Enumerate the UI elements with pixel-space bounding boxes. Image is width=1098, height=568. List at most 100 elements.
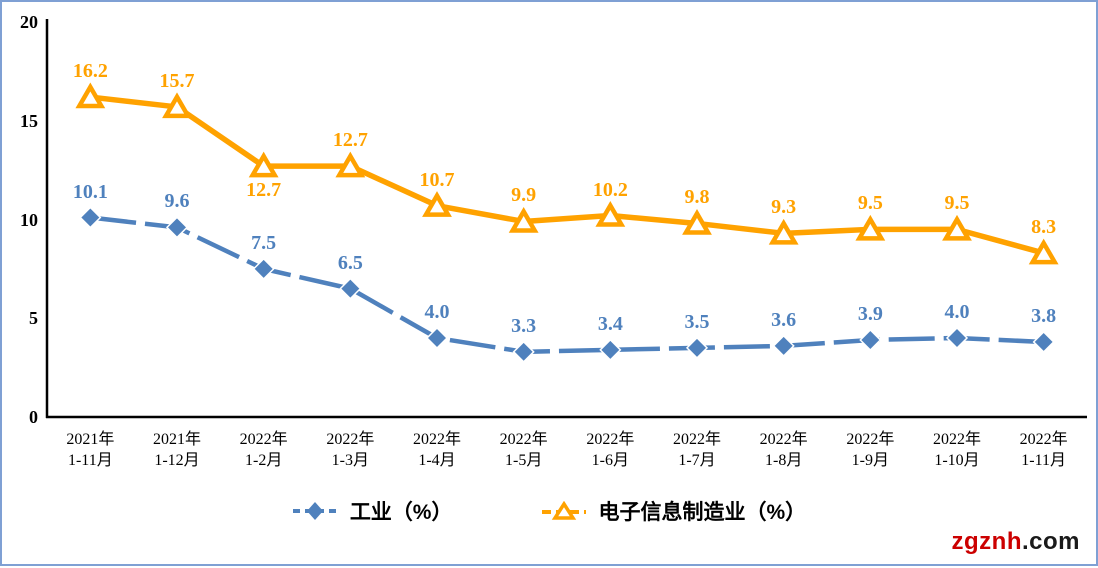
y-tick-label: 20 bbox=[20, 12, 38, 32]
x-axis-label-line: 1-4月 bbox=[418, 452, 456, 469]
legend: 工业（%） 电子信息制造业（%） bbox=[2, 496, 1096, 526]
x-axis-label-line: 2022年 bbox=[932, 431, 981, 448]
x-axis-label-line: 2022年 bbox=[412, 431, 461, 448]
x-axis-label-line: 2021年 bbox=[66, 431, 115, 448]
watermark-secondary: .com bbox=[1021, 528, 1080, 555]
data-point-marker-diamond bbox=[425, 326, 449, 350]
x-axis-label: 2022年 1-10月 bbox=[911, 429, 1003, 471]
x-axis-label-line: 1-11月 bbox=[1021, 452, 1067, 469]
data-label: 9.9 bbox=[511, 184, 537, 207]
data-label: 15.7 bbox=[159, 69, 195, 92]
x-axis-label: 2022年 1-7月 bbox=[651, 429, 743, 471]
x-axis-label-line: 2022年 bbox=[326, 431, 375, 448]
x-axis-label-line: 2022年 bbox=[846, 431, 895, 448]
data-label: 8.3 bbox=[1031, 216, 1057, 239]
x-axis-label-line: 1-8月 bbox=[764, 452, 803, 469]
data-point-marker-diamond bbox=[945, 326, 969, 350]
x-axis-label-line: 1-9月 bbox=[851, 452, 889, 469]
data-label: 4.0 bbox=[944, 301, 970, 323]
data-point-marker-diamond bbox=[599, 338, 622, 361]
data-label: 10.2 bbox=[592, 178, 628, 201]
data-label: 12.7 bbox=[332, 129, 368, 152]
x-axis-label-line: 1-12月 bbox=[154, 452, 200, 469]
y-tick-label: 5 bbox=[29, 308, 38, 329]
x-axis-label: 2021年 1-11月 bbox=[44, 429, 136, 471]
y-tick-label: 10 bbox=[20, 209, 38, 230]
x-axis-label: 2022年 1-6月 bbox=[564, 429, 656, 471]
legend-label-industry: 工业（%） bbox=[349, 501, 453, 524]
data-point-marker-diamond bbox=[252, 257, 275, 280]
data-point-marker-triangle bbox=[768, 218, 799, 245]
data-label: 6.5 bbox=[337, 251, 363, 274]
y-tick-label: 15 bbox=[20, 110, 38, 131]
x-axis-label: 2022年 1-11月 bbox=[998, 429, 1090, 471]
x-axis-label: 2022年 1-4月 bbox=[391, 429, 483, 471]
x-axis-label-line: 1-11月 bbox=[67, 452, 113, 469]
data-point-marker-diamond bbox=[1032, 330, 1055, 354]
data-label: 10.7 bbox=[419, 168, 455, 191]
industry-diamond-line-icon bbox=[292, 502, 337, 520]
data-label: 10.1 bbox=[72, 180, 108, 203]
x-axis-label-line: 1-5月 bbox=[504, 452, 543, 469]
data-point-marker-triangle bbox=[508, 206, 539, 233]
x-axis-label-line: 1-6月 bbox=[591, 452, 629, 469]
data-point-marker-triangle bbox=[855, 214, 886, 241]
data-point-marker-triangle bbox=[248, 151, 279, 178]
watermark: zgznh.com bbox=[952, 528, 1081, 556]
x-axis-label: 2022年 1-2月 bbox=[218, 429, 310, 471]
data-label: 3.6 bbox=[771, 308, 797, 331]
data-point-marker-triangle bbox=[595, 201, 626, 227]
data-point-marker-diamond bbox=[772, 334, 795, 357]
x-axis-label-line: 2022年 bbox=[759, 431, 808, 448]
x-axis-label-line: 2022年 bbox=[239, 431, 288, 448]
series-line-0 bbox=[90, 215, 1044, 355]
electronics-triangle-line-icon bbox=[541, 501, 586, 520]
data-point-marker-triangle bbox=[162, 92, 192, 119]
watermark-primary: zgznh bbox=[951, 528, 1022, 555]
data-point-marker-diamond bbox=[339, 277, 362, 300]
data-point-marker-triangle bbox=[942, 214, 972, 241]
x-axis-label: 2021年 1-12月 bbox=[131, 429, 223, 471]
x-axis-label-line: 2021年 bbox=[152, 431, 201, 448]
x-axis-label: 2022年 1-5月 bbox=[478, 429, 570, 471]
data-label: 9.6 bbox=[164, 190, 190, 213]
data-label: 16.2 bbox=[72, 60, 108, 83]
data-point-marker-diamond bbox=[512, 340, 535, 363]
legend-label-electronics: 电子信息制造业（%） bbox=[598, 501, 807, 524]
data-label: 3.4 bbox=[597, 312, 623, 335]
data-point-marker-diamond bbox=[685, 336, 709, 359]
data-label: 9.3 bbox=[771, 196, 797, 219]
data-point-marker-diamond bbox=[79, 206, 102, 229]
x-axis-label-line: 2022年 bbox=[499, 431, 548, 448]
data-point-marker-triangle bbox=[682, 208, 712, 235]
data-label: 9.8 bbox=[684, 186, 710, 209]
x-axis-label-line: 1-7月 bbox=[678, 452, 716, 469]
data-point-marker-triangle bbox=[335, 151, 366, 178]
x-axis-label-line: 1-2月 bbox=[244, 452, 283, 469]
data-label: 9.5 bbox=[944, 192, 970, 215]
x-axis-label-line: 2022年 bbox=[672, 431, 721, 448]
data-label: 12.7 bbox=[246, 179, 282, 202]
data-label: 7.5 bbox=[251, 231, 277, 254]
data-point-marker-triangle bbox=[75, 82, 106, 109]
data-label: 3.8 bbox=[1031, 304, 1057, 327]
data-point-marker-diamond bbox=[165, 216, 189, 239]
x-axis-label-line: 2022年 bbox=[586, 431, 635, 448]
x-axis-label-line: 1-10月 bbox=[934, 452, 980, 469]
data-label: 3.9 bbox=[857, 302, 883, 325]
data-point-marker-triangle bbox=[1028, 238, 1059, 265]
x-axis-label: 2022年 1-9月 bbox=[824, 429, 916, 471]
x-axis-label: 2022年 1-8月 bbox=[738, 429, 830, 471]
x-axis-label-line: 1-3月 bbox=[331, 452, 369, 469]
y-tick-label: 0 bbox=[29, 407, 38, 427]
legend-item-industry: 工业（%） bbox=[292, 496, 453, 526]
data-point-marker-triangle bbox=[422, 191, 452, 217]
series-line-1 bbox=[90, 94, 1045, 256]
data-label: 3.5 bbox=[684, 310, 710, 333]
data-point-marker-diamond bbox=[859, 328, 882, 352]
x-axis-label: 2022年 1-3月 bbox=[304, 429, 396, 471]
x-axis-label-line: 2022年 bbox=[1019, 431, 1068, 448]
legend-item-electronics: 电子信息制造业（%） bbox=[541, 496, 807, 526]
